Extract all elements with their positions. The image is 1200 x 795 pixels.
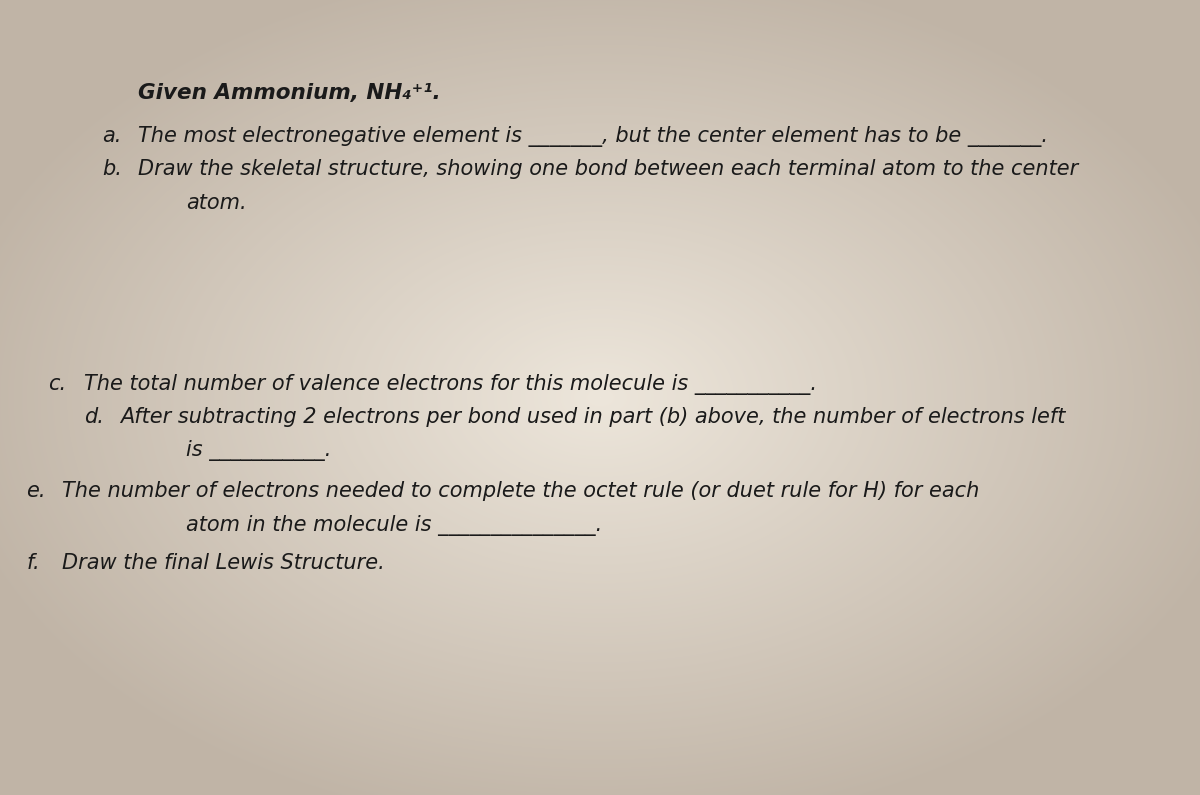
Text: Given Ammonium, NH₄⁺¹.: Given Ammonium, NH₄⁺¹. [138, 83, 440, 103]
Text: b.: b. [102, 159, 122, 179]
Text: a.: a. [102, 126, 121, 145]
Text: The number of electrons needed to complete the octet rule (or duet rule for H) f: The number of electrons needed to comple… [62, 481, 979, 501]
Text: f.: f. [26, 553, 40, 572]
Text: After subtracting 2 electrons per bond used in part (b) above, the number of ele: After subtracting 2 electrons per bond u… [120, 407, 1066, 427]
Text: Draw the skeletal structure, showing one bond between each terminal atom to the : Draw the skeletal structure, showing one… [138, 159, 1079, 179]
Text: atom.: atom. [186, 193, 247, 213]
Text: c.: c. [48, 374, 66, 394]
Text: Draw the final Lewis Structure.: Draw the final Lewis Structure. [62, 553, 385, 572]
Text: e.: e. [26, 481, 46, 501]
Text: The total number of valence electrons for this molecule is ___________.: The total number of valence electrons fo… [84, 374, 817, 394]
Text: The most electronegative element is _______, but the center element has to be __: The most electronegative element is ____… [138, 126, 1048, 146]
Text: atom in the molecule is _______________.: atom in the molecule is _______________. [186, 515, 602, 536]
Text: d.: d. [84, 407, 104, 427]
Text: is ___________.: is ___________. [186, 440, 331, 460]
